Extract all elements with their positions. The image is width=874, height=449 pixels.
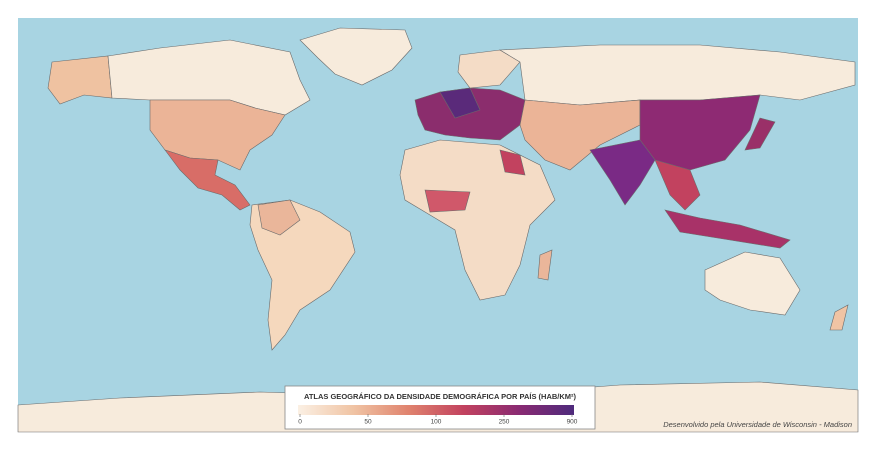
legend-tick-label: 900 (567, 419, 578, 426)
legend-tick-label: 250 (499, 419, 510, 426)
legend-title: ATLAS GEOGRÁFICO DA DENSIDADE DEMOGRÁFIC… (304, 392, 577, 401)
japan (744, 117, 776, 151)
legend-tick-label: 50 (364, 419, 372, 426)
west-africa (424, 189, 471, 213)
alaska (47, 55, 113, 105)
legend: ATLAS GEOGRÁFICO DA DENSIDADE DEMOGRÁFIC… (284, 385, 596, 430)
new-zealand (829, 304, 849, 331)
credit: Desenvolvido pela Universidade de Wiscon… (663, 420, 852, 429)
south-america (249, 199, 356, 351)
africa (399, 139, 556, 301)
egypt (499, 149, 526, 176)
legend-tick-label: 0 (298, 419, 302, 426)
usa (149, 99, 286, 171)
southeast-asia (654, 159, 701, 211)
australia (704, 251, 801, 316)
indonesia (664, 209, 791, 249)
mexico (164, 149, 251, 211)
india (589, 139, 656, 206)
madagascar (537, 249, 553, 281)
europe-core (439, 87, 481, 119)
greenland (299, 27, 413, 86)
land (17, 27, 859, 433)
legend-colorbar (298, 405, 574, 415)
middle-east (519, 99, 641, 171)
colombia-venezuela (257, 199, 301, 236)
canada (107, 39, 311, 116)
legend-tick-label: 100 (431, 419, 442, 426)
